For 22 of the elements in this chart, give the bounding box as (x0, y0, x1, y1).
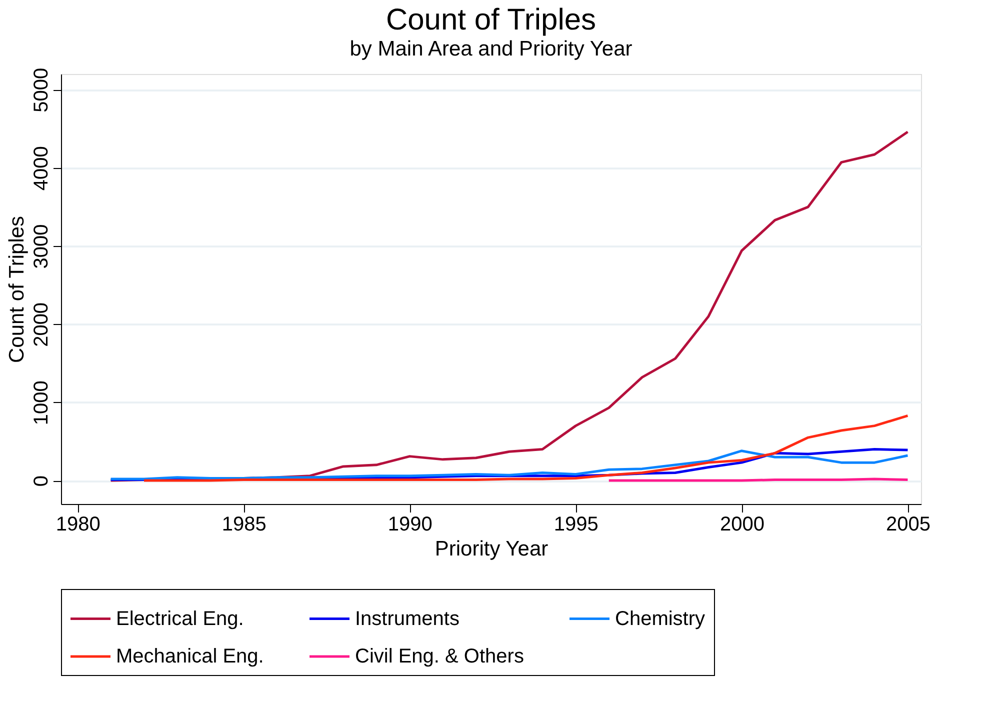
x-tick-label: 1985 (222, 514, 266, 536)
y-tick-label: 2000 (30, 302, 52, 347)
legend-label: Instruments (355, 608, 460, 630)
y-tick-label: 5000 (30, 68, 52, 112)
legend-label: Electrical Eng. (116, 608, 244, 630)
x-tick-label: 1995 (554, 514, 598, 536)
x-axis-title: Priority Year (434, 538, 548, 560)
line-series (142, 414, 909, 482)
x-tick-label: 1990 (388, 514, 432, 536)
legend-label: Chemistry (615, 608, 706, 630)
y-tick-label: 4000 (30, 146, 52, 191)
x-tick-label: 1980 (56, 514, 100, 536)
y-tick-label: 3000 (30, 224, 52, 269)
y-tick-label: 0 (30, 475, 52, 487)
legend-label: Mechanical Eng. (116, 646, 264, 668)
chart-subtitle: by Main Area and Priority Year (350, 37, 632, 60)
y-axis-title: Count of Triples (6, 216, 28, 364)
x-tick-label: 2005 (886, 514, 930, 536)
legend-label: Civil Eng. & Others (355, 646, 524, 668)
chart-title: Count of Triples (386, 3, 596, 36)
y-tick-label: 1000 (30, 380, 52, 426)
x-tick-label: 2000 (720, 514, 764, 536)
